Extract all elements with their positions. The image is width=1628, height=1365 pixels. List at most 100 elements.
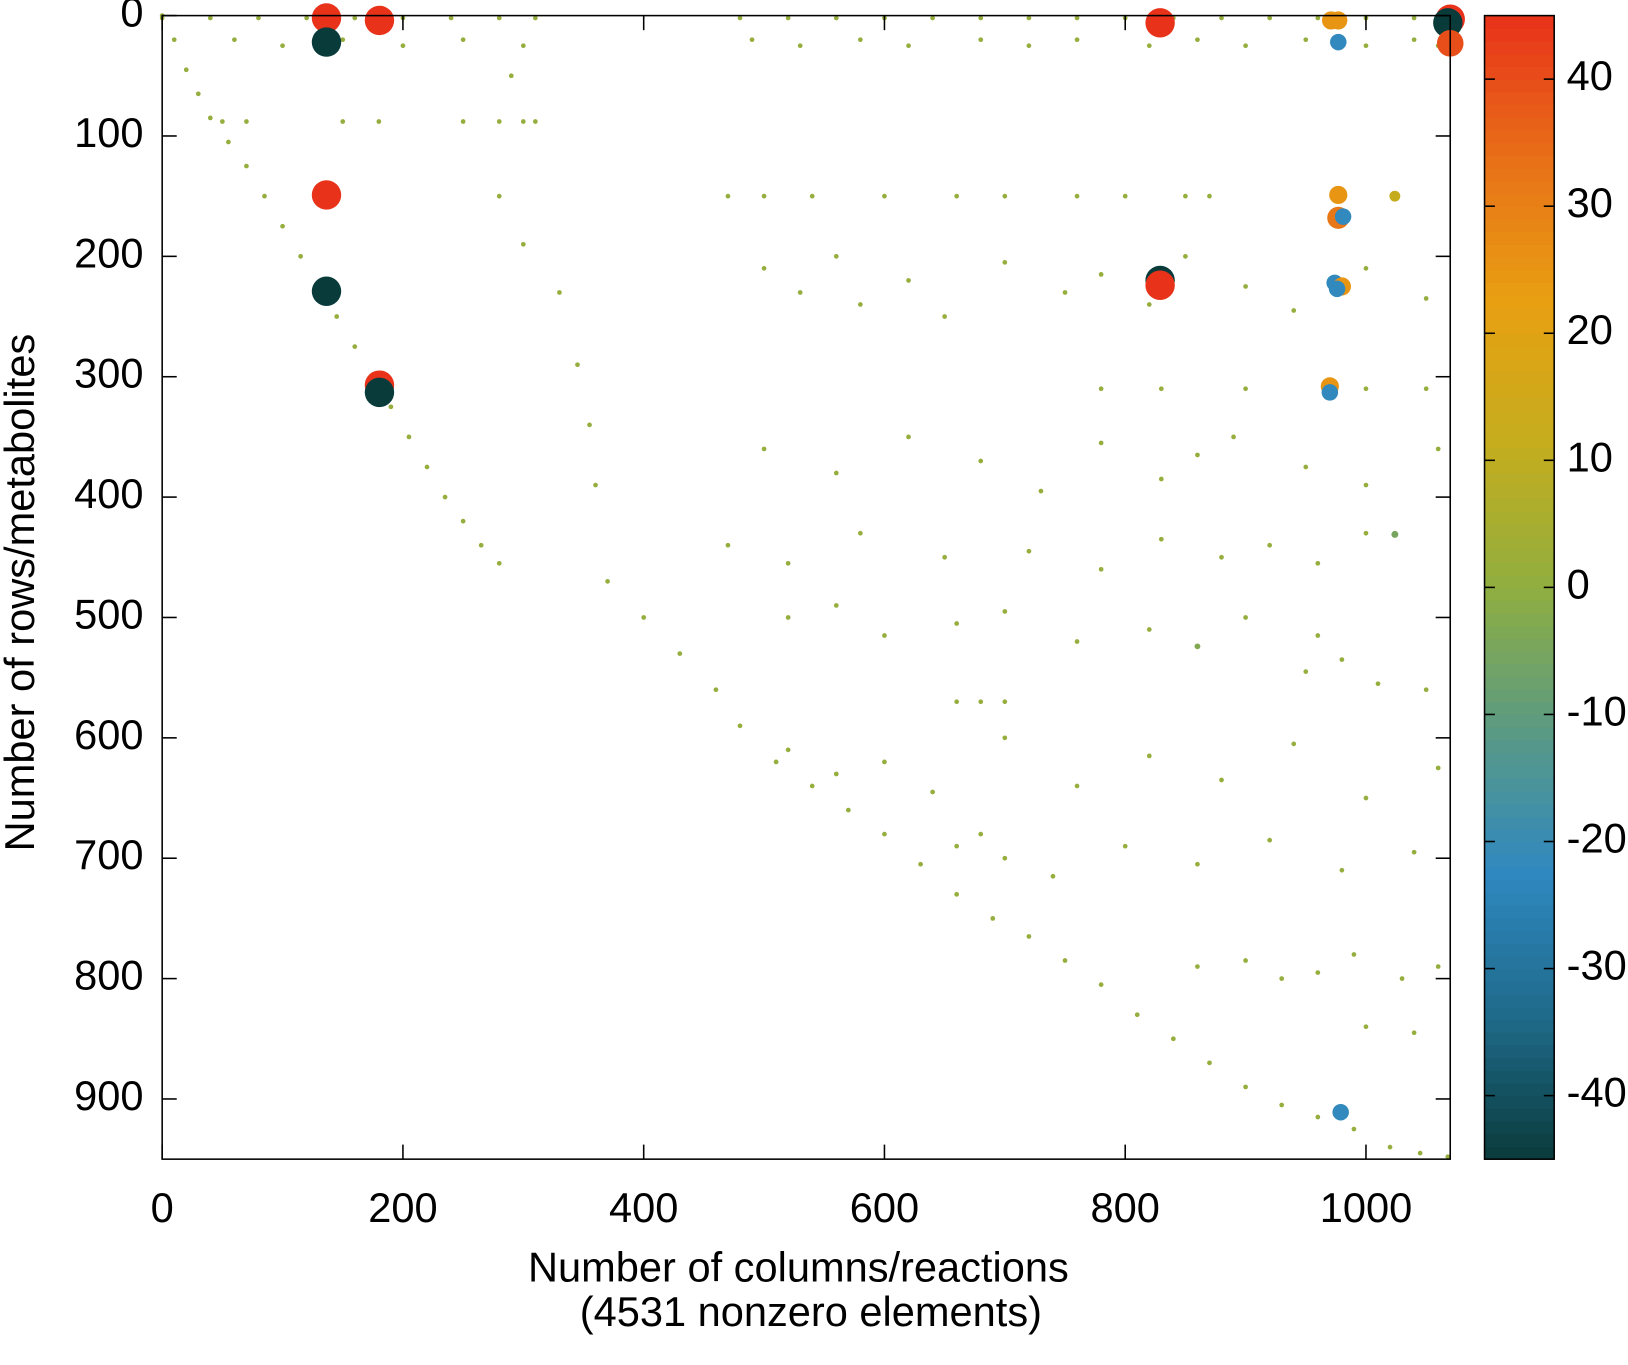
- colorbar-band: [1484, 396, 1555, 411]
- point: [1074, 15, 1080, 21]
- x-tick-label: 200: [368, 1184, 437, 1231]
- colorbar-band: [1484, 574, 1555, 589]
- colorbar-band: [1484, 866, 1555, 881]
- point: [978, 458, 984, 464]
- point: [1219, 777, 1224, 783]
- y-tick-label: 100: [74, 109, 143, 156]
- x-tick-label: 800: [1091, 1184, 1160, 1231]
- point: [1231, 434, 1236, 440]
- point: [1145, 270, 1175, 300]
- point: [833, 603, 839, 608]
- colorbar-tick-label: 20: [1567, 306, 1613, 353]
- point: [520, 241, 526, 247]
- point: [605, 578, 610, 584]
- point: [1219, 554, 1224, 560]
- point: [442, 494, 448, 500]
- point: [1375, 681, 1381, 687]
- point: [1146, 302, 1152, 307]
- point: [508, 73, 514, 79]
- colorbar-band: [1484, 244, 1555, 258]
- point: [1267, 837, 1273, 843]
- colorbar-band: [1484, 282, 1555, 296]
- point: [1291, 308, 1297, 313]
- point: [858, 302, 863, 307]
- colorbar-band: [1484, 1146, 1555, 1160]
- point: [496, 119, 502, 124]
- colorbar-band: [1484, 1006, 1555, 1021]
- point: [978, 37, 984, 43]
- point: [1062, 958, 1068, 963]
- point: [1363, 1024, 1369, 1030]
- point: [725, 542, 731, 548]
- colorbar-band: [1484, 1057, 1555, 1071]
- point: [1423, 386, 1429, 392]
- point: [388, 404, 394, 410]
- point: [809, 783, 815, 789]
- colorbar-band: [1484, 485, 1555, 500]
- colorbar-band: [1484, 358, 1555, 372]
- point: [1098, 386, 1104, 392]
- point: [954, 699, 960, 705]
- point: [1158, 386, 1164, 392]
- point: [1339, 867, 1345, 873]
- point: [930, 789, 935, 795]
- point: [785, 560, 791, 566]
- point: [1207, 193, 1212, 199]
- point: [376, 119, 382, 124]
- point: [1183, 193, 1188, 199]
- point: [1002, 735, 1008, 741]
- point: [809, 193, 815, 199]
- point: [1411, 849, 1417, 855]
- colorbar-band: [1484, 28, 1555, 42]
- colorbar-band: [1484, 1133, 1555, 1148]
- colorbar-band: [1484, 41, 1555, 55]
- point: [460, 119, 466, 124]
- colorbar-band: [1484, 765, 1555, 779]
- point: [1195, 964, 1200, 969]
- point: [352, 344, 358, 349]
- point: [1098, 566, 1104, 572]
- point: [882, 633, 887, 638]
- point: [1417, 1150, 1423, 1156]
- point: [1026, 934, 1032, 939]
- colorbar-tick-label: 0: [1567, 560, 1590, 607]
- point: [1098, 272, 1104, 277]
- colorbar-band: [1484, 218, 1555, 233]
- point: [195, 91, 201, 97]
- colorbar-band: [1484, 1032, 1555, 1046]
- point: [587, 422, 592, 428]
- point: [773, 759, 779, 765]
- colorbar-band: [1484, 650, 1555, 665]
- colorbar-band: [1484, 269, 1555, 284]
- colorbar-band: [1484, 53, 1555, 68]
- colorbar-band: [1484, 803, 1555, 817]
- colorbar-band: [1484, 727, 1555, 741]
- point: [882, 193, 887, 199]
- point: [882, 759, 887, 765]
- point: [1207, 1060, 1212, 1066]
- point: [207, 115, 213, 121]
- colorbar-band: [1484, 701, 1555, 716]
- point: [364, 5, 395, 36]
- point: [761, 266, 767, 271]
- colorbar-band: [1484, 981, 1555, 995]
- y-tick-label: 900: [74, 1072, 143, 1119]
- point: [232, 37, 237, 43]
- y-tick-label: 0: [120, 0, 143, 36]
- point: [1303, 669, 1309, 674]
- point: [930, 15, 935, 21]
- colorbar-band: [1484, 422, 1555, 436]
- colorbar-band: [1484, 104, 1555, 118]
- point: [1363, 266, 1369, 271]
- colorbar-band: [1484, 168, 1555, 182]
- point: [1363, 482, 1369, 488]
- point: [496, 15, 502, 21]
- colorbar-tick-label: 10: [1567, 433, 1613, 480]
- y-tick-label: 400: [74, 470, 143, 517]
- colorbar-band: [1484, 66, 1555, 80]
- point: [1194, 643, 1201, 650]
- point: [1195, 37, 1200, 43]
- colorbar-band: [1484, 320, 1555, 334]
- point: [1411, 1030, 1417, 1036]
- point: [1098, 982, 1104, 987]
